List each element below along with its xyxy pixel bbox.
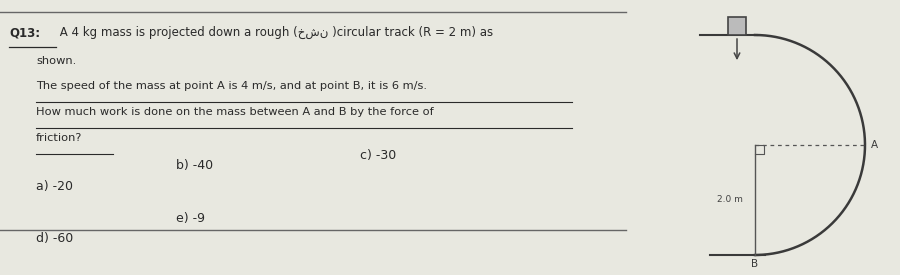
Text: How much work is done on the mass between A and B by the force of: How much work is done on the mass betwee… bbox=[36, 107, 434, 117]
Text: a) -20: a) -20 bbox=[36, 180, 73, 193]
Text: b) -40: b) -40 bbox=[176, 160, 212, 172]
Text: The speed of the mass at point A is 4 m/s, and at point B, it is 6 m/s.: The speed of the mass at point A is 4 m/… bbox=[36, 81, 427, 91]
Text: B: B bbox=[752, 259, 759, 269]
Text: shown.: shown. bbox=[36, 56, 76, 66]
Text: A: A bbox=[871, 140, 878, 150]
FancyBboxPatch shape bbox=[728, 17, 746, 35]
Text: c) -30: c) -30 bbox=[360, 148, 396, 161]
Text: A 4 kg mass is projected down a rough (خشن )circular track (R = 2 m) as: A 4 kg mass is projected down a rough (خ… bbox=[56, 26, 493, 39]
Text: Q13:: Q13: bbox=[9, 26, 40, 39]
Text: 2.0 m: 2.0 m bbox=[717, 196, 743, 205]
Text: e) -9: e) -9 bbox=[176, 212, 204, 225]
Text: friction?: friction? bbox=[36, 133, 83, 143]
Text: d) -60: d) -60 bbox=[36, 232, 73, 245]
